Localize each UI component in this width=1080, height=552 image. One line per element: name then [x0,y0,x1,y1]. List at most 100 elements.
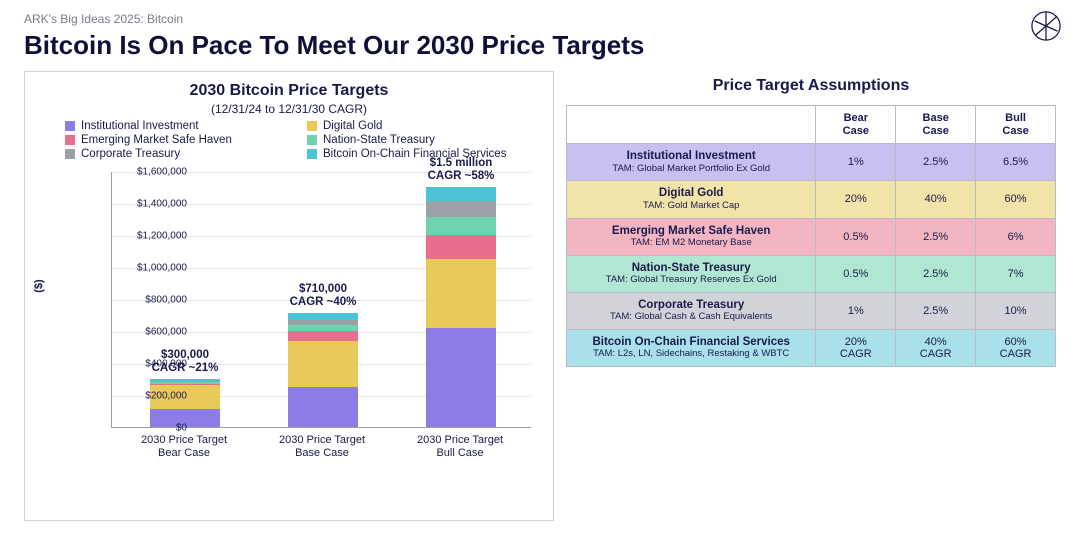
assumptions-cell: 40%CAGR [896,329,976,366]
assumptions-cell: 20%CAGR [816,329,896,366]
bar-segment [426,201,496,217]
legend-label: Nation-State Treasury [323,134,435,146]
row-label-sub: TAM: Global Treasury Reserves Ex Gold [573,275,809,286]
legend-label: Corporate Treasury [81,148,180,160]
ytick-label: $200,000 [121,391,187,402]
xcat-l1: 2030 Price Target [124,434,244,447]
xcat-l2: Base Case [262,447,382,460]
xcat-l1: 2030 Price Target [262,434,382,447]
ytick-label: $1,400,000 [121,199,187,210]
row-label-sub: TAM: Global Market Portfolio Ex Gold [573,164,809,175]
assumptions-cell: 2.5% [896,292,976,329]
assumptions-cell: 6.5% [976,144,1056,181]
bar: $710,000CAGR ~40% [288,313,358,427]
xcat-l2: Bear Case [124,447,244,460]
legend-swatch [65,135,75,145]
bar-segment [426,187,496,201]
legend-item: Digital Gold [307,120,533,132]
assumptions-row-label: Emerging Market Safe HavenTAM: EM M2 Mon… [567,218,816,255]
bar-callout-l1: $1.5 million [391,157,531,170]
bar-callout-l2: CAGR ~40% [253,296,393,309]
assumptions-row: Nation-State TreasuryTAM: Global Treasur… [567,255,1056,292]
legend-swatch [307,135,317,145]
ytick-label: $1,600,000 [121,167,187,178]
assumptions-cell: 10% [976,292,1056,329]
assumptions-cell: 6% [976,218,1056,255]
ark-logo [1030,10,1062,42]
assumptions-table: BearCaseBaseCaseBullCaseInstitutional In… [566,105,1056,367]
assumptions-row: Corporate TreasuryTAM: Global Cash & Cas… [567,292,1056,329]
x-category-label: 2030 Price TargetBase Case [262,434,382,459]
row-label-main: Digital Gold [573,187,809,200]
assumptions-cell: 0.5% [816,218,896,255]
assumptions-row: Bitcoin On-Chain Financial ServicesTAM: … [567,329,1056,366]
chart-subtitle: (12/31/24 to 12/31/30 CAGR) [39,102,539,116]
row-label-sub: TAM: Gold Market Cap [573,201,809,212]
chart-title: 2030 Bitcoin Price Targets [39,82,539,100]
bar: $300,000CAGR ~21% [150,379,220,427]
legend-item: Nation-State Treasury [307,134,533,146]
chart-card: 2030 Bitcoin Price Targets (12/31/24 to … [24,71,554,521]
assumptions-cell: 2.5% [896,255,976,292]
assumptions-row-label: Nation-State TreasuryTAM: Global Treasur… [567,255,816,292]
xcat-l2: Bull Case [400,447,520,460]
row-label-sub: TAM: Global Cash & Cash Equivalents [573,312,809,323]
bar-segment [288,341,358,387]
assumptions-cell: 1% [816,292,896,329]
assumptions-title: Price Target Assumptions [713,77,910,95]
ytick-label: $600,000 [121,327,187,338]
bar-callout-l1: $710,000 [253,283,393,296]
bar-callout-l2: CAGR ~58% [391,170,531,183]
legend-swatch [307,149,317,159]
assumptions-cell: 60% [976,181,1056,218]
bar-segment [426,235,496,259]
assumptions-cell: 40% [896,181,976,218]
ytick-label: $1,200,000 [121,231,187,242]
assumptions-row-label: Digital GoldTAM: Gold Market Cap [567,181,816,218]
legend-label: Emerging Market Safe Haven [81,134,232,146]
assumptions-col: Price Target Assumptions BearCaseBaseCas… [566,71,1056,521]
legend-label: Institutional Investment [81,120,199,132]
bar-segment [288,331,358,341]
assumptions-col-header: BullCase [976,106,1056,144]
assumptions-cell: 60%CAGR [976,329,1056,366]
row-label-main: Emerging Market Safe Haven [573,225,809,238]
page-title: Bitcoin Is On Pace To Meet Our 2030 Pric… [24,30,1056,61]
legend-item: Emerging Market Safe Haven [65,134,291,146]
bar-callout: $1.5 millionCAGR ~58% [391,157,531,183]
x-category-label: 2030 Price TargetBear Case [124,434,244,459]
x-category-label: 2030 Price TargetBull Case [400,434,520,459]
bar-callout: $710,000CAGR ~40% [253,283,393,309]
row-label-main: Institutional Investment [573,150,809,163]
bar-segment [426,259,496,328]
bar: $1.5 millionCAGR ~58% [426,187,496,427]
row-label-sub: TAM: EM M2 Monetary Base [573,238,809,249]
legend-swatch [65,149,75,159]
assumptions-row-label: Corporate TreasuryTAM: Global Cash & Cas… [567,292,816,329]
ytick-label: $800,000 [121,295,187,306]
chart-plot-wrap: ($) $300,000CAGR ~21%$710,000CAGR ~40%$1… [39,166,539,466]
assumptions-row-label: Bitcoin On-Chain Financial ServicesTAM: … [567,329,816,366]
ytick-label: $1,000,000 [121,263,187,274]
assumptions-cell: 2.5% [896,144,976,181]
legend-swatch [307,121,317,131]
chart-ylabel: ($) [33,279,45,292]
content-row: 2030 Bitcoin Price Targets (12/31/24 to … [24,71,1056,521]
assumptions-col-header: BaseCase [896,106,976,144]
bar-segment [288,387,358,427]
assumptions-col-header [567,106,816,144]
assumptions-cell: 2.5% [896,218,976,255]
xcat-l1: 2030 Price Target [400,434,520,447]
assumptions-row: Institutional InvestmentTAM: Global Mark… [567,144,1056,181]
assumptions-cell: 1% [816,144,896,181]
bar-segment [426,217,496,235]
row-label-sub: TAM: L2s, LN, Sidechains, Restaking & WB… [573,349,809,360]
ytick-label: $0 [121,423,187,434]
row-label-main: Nation-State Treasury [573,262,809,275]
assumptions-col-header: BearCase [816,106,896,144]
bar-segment [426,328,496,427]
ytick-label: $400,000 [121,359,187,370]
assumptions-cell: 7% [976,255,1056,292]
page-root: ARK's Big Ideas 2025: Bitcoin Bitcoin Is… [0,0,1080,552]
assumptions-row: Emerging Market Safe HavenTAM: EM M2 Mon… [567,218,1056,255]
